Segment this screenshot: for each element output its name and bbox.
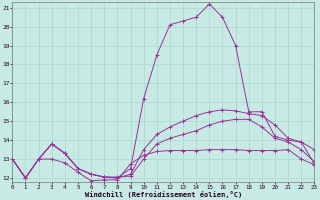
X-axis label: Windchill (Refroidissement éolien,°C): Windchill (Refroidissement éolien,°C) (85, 191, 242, 198)
